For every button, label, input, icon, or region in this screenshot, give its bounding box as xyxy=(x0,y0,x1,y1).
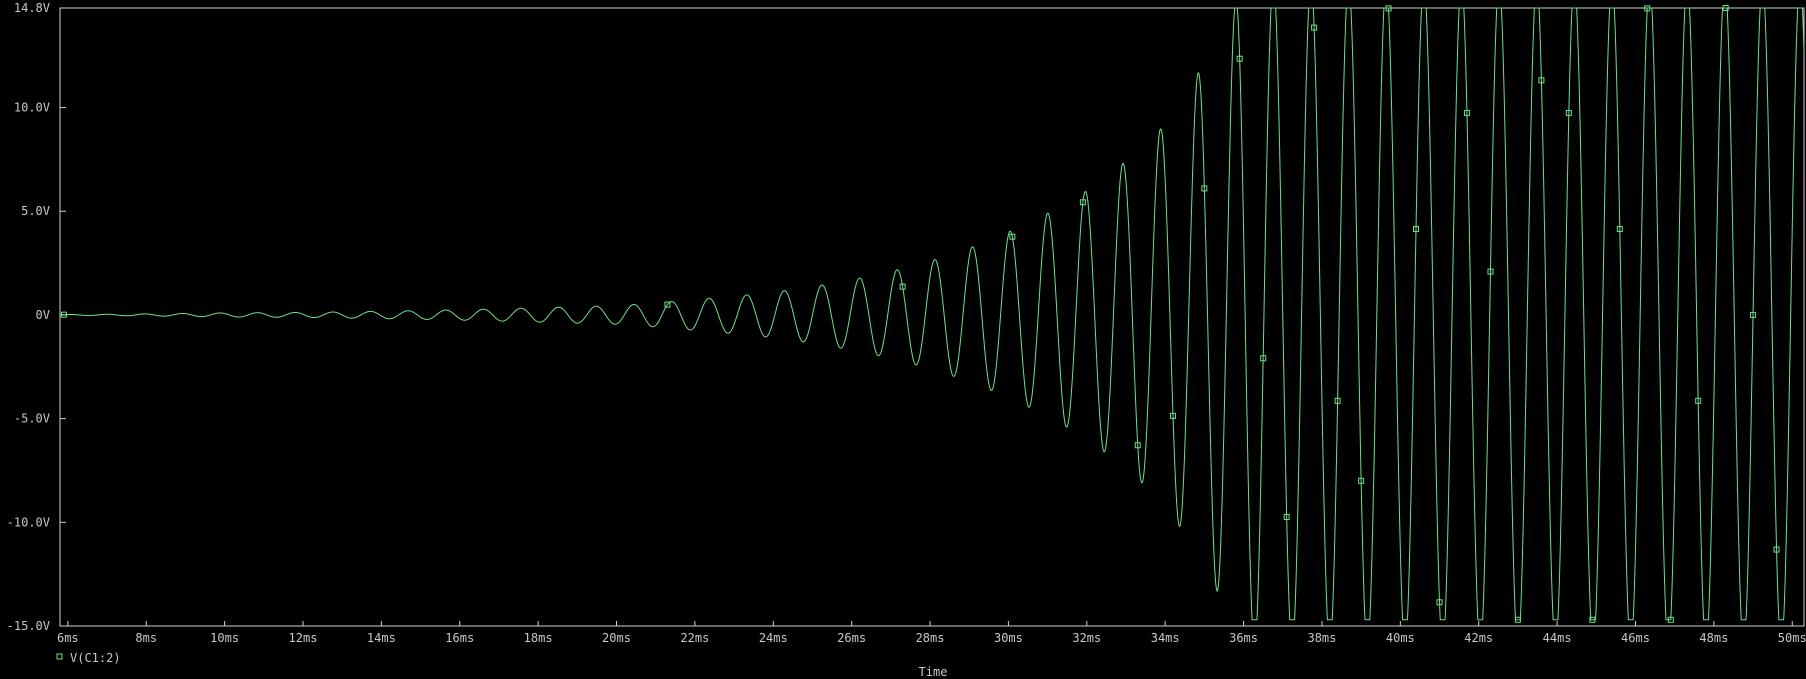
trace-square-marker xyxy=(1487,268,1494,275)
legend-label: V(C1:2) xyxy=(70,651,121,665)
x-tick-label: 36ms xyxy=(1229,631,1258,645)
trace-square-marker xyxy=(1009,233,1016,240)
x-tick-label: 10ms xyxy=(210,631,239,645)
trace-square-marker xyxy=(899,283,906,290)
trace-square-marker xyxy=(1334,397,1341,404)
y-axis-ticks: 14.8V 10.0V 5.0V 0V -5.0V -10.0V -15.0V xyxy=(7,1,66,633)
x-tick-label: 38ms xyxy=(1307,631,1336,645)
x-tick-label: 14ms xyxy=(367,631,396,645)
trace-square-marker xyxy=(1589,616,1596,623)
x-tick-label: 44ms xyxy=(1543,631,1572,645)
y-tick-label: 14.8V xyxy=(14,1,50,15)
trace-square-marker xyxy=(1236,55,1243,62)
x-tick-label: 22ms xyxy=(680,631,709,645)
trace-square-marker xyxy=(1436,599,1443,606)
trace-square-marker xyxy=(1463,109,1470,116)
trace-square-marker xyxy=(60,311,67,318)
x-tick-label: 42ms xyxy=(1464,631,1493,645)
trace-square-marker xyxy=(1773,546,1780,553)
trace-square-marker xyxy=(1079,199,1086,206)
trace-square-marker xyxy=(1616,226,1623,233)
trace-square-marker xyxy=(1311,24,1318,31)
trace-square-marker xyxy=(1750,311,1757,318)
trace-square-marker xyxy=(1722,5,1729,11)
y-tick-label: 0V xyxy=(36,308,50,322)
trace-square-marker xyxy=(1260,355,1267,362)
x-tick-label: 28ms xyxy=(916,631,945,645)
y-tick-label: -15.0V xyxy=(7,619,50,633)
y-tick-label: 10.0V xyxy=(14,101,50,115)
plot-frame xyxy=(59,7,1805,627)
trace-square-marker xyxy=(1565,109,1572,116)
trace-square-marker xyxy=(1134,442,1141,449)
y-tick-label: 5.0V xyxy=(21,204,50,218)
trace-square-marker xyxy=(1538,77,1545,84)
x-tick-label: 20ms xyxy=(602,631,631,645)
x-tick-label: 18ms xyxy=(524,631,553,645)
trace-square-marker xyxy=(1695,397,1702,404)
legend[interactable]: V(C1:2) xyxy=(56,651,121,665)
trace-square-marker xyxy=(1283,513,1290,520)
trace-square-marker xyxy=(1644,5,1651,12)
x-tick-label: 46ms xyxy=(1621,631,1650,645)
legend-square-marker xyxy=(56,653,63,660)
trace-square-marker xyxy=(664,301,671,308)
x-tick-label: 32ms xyxy=(1072,631,1101,645)
x-tick-label: 12ms xyxy=(289,631,318,645)
trace-square-marker xyxy=(1358,477,1365,484)
trace-square-marker xyxy=(1201,185,1208,192)
trace-square-marker xyxy=(1514,616,1521,623)
trace-markers xyxy=(60,5,1780,623)
x-axis-title: Time xyxy=(919,665,948,679)
trace-square-marker xyxy=(1170,412,1177,419)
x-tick-label: 34ms xyxy=(1151,631,1180,645)
voltage-trace xyxy=(59,7,1805,621)
x-axis-ticks: 6ms 8ms 10ms 12ms 14ms 16ms 18ms 20ms 22ms 24ms 26… xyxy=(57,621,1806,645)
y-tick-label: -10.0V xyxy=(7,515,50,529)
x-tick-label: 8ms xyxy=(135,631,157,645)
trace-square-marker xyxy=(1667,616,1674,623)
x-tick-label: 26ms xyxy=(837,631,866,645)
x-tick-label: 16ms xyxy=(445,631,474,645)
x-tick-label: 6ms xyxy=(57,631,79,645)
x-tick-label: 24ms xyxy=(759,631,788,645)
y-tick-label: -5.0V xyxy=(14,412,50,426)
x-tick-label: 30ms xyxy=(994,631,1023,645)
trace-square-marker xyxy=(1413,226,1420,233)
x-tick-label: 40ms xyxy=(1386,631,1415,645)
trace-square-marker xyxy=(1385,5,1392,12)
x-tick-label: 50ms xyxy=(1778,631,1806,645)
x-tick-label: 48ms xyxy=(1699,631,1728,645)
